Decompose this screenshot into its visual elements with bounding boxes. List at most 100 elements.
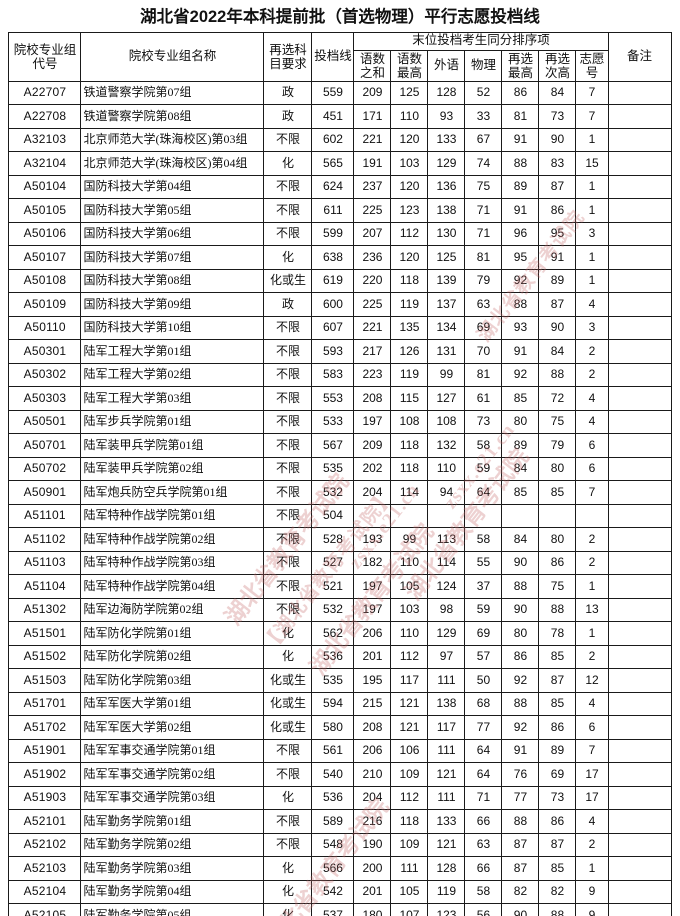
cell-code: A32104 — [8, 151, 82, 176]
cell-code: A50901 — [8, 480, 82, 505]
cell-note — [607, 409, 672, 434]
cell-foreign: 121 — [427, 832, 466, 857]
table-row: A50702 陆军装甲兵学院第02组 不限 535 202 118 110 59 84 80 6 — [8, 456, 672, 481]
cell-note — [607, 245, 672, 270]
cell-name: 陆军勤务学院第04组 — [80, 879, 265, 904]
cell-foreign: 97 — [427, 644, 466, 669]
cell-name: 陆军边海防学院第02组 — [80, 597, 265, 622]
cell-max: 115 — [390, 386, 429, 411]
table-body: A22707 铁道警察学院第07组政 559 209 125 128 52 86 84 7 A227… — [8, 80, 672, 916]
cell-physics: 74 — [464, 151, 503, 176]
cell-max: 123 — [390, 198, 429, 223]
table-row: A51104 陆军特种作战学院第04组 不限 521 197 105 124 37 88 75 1 — [8, 574, 672, 599]
table-row: A50501 陆军步兵学院第01组 不限 533 197 108 108 73 80 75 4 — [8, 409, 672, 434]
cell-name: 陆军特种作战学院第01组 — [80, 503, 265, 528]
cell-reselect-max: 90 — [501, 903, 540, 916]
cell-reselect-max: 76 — [501, 762, 540, 787]
cell-name: 陆军勤务学院第03组 — [80, 856, 265, 881]
cell-note — [607, 386, 672, 411]
cell-note — [607, 738, 672, 763]
table-header-row-2: 语数 之和 语数 最高 外语 物理 再选 最高 再选 次高 志愿 — [9, 49, 671, 82]
cell-sum: 215 — [353, 691, 392, 716]
cell-note — [607, 668, 672, 693]
cell-admission-line: 536 — [311, 644, 355, 669]
table-row: A50301 陆军工程大学第01组 不限 593 217 126 131 70 91 84 2 — [8, 339, 672, 364]
table-row: A22708 铁道警察学院第08组政 451 171 110 93 33 81 73 7 — [8, 104, 672, 129]
col-header-foreign: 外语 — [427, 49, 466, 82]
cell-foreign: 125 — [427, 245, 466, 270]
cell-admission-line: 532 — [311, 480, 355, 505]
cell-reselect-second: 82 — [538, 879, 577, 904]
cell-max: 106 — [390, 738, 429, 763]
cell-subject-requirement: 不限 — [263, 832, 313, 857]
cell-subject-requirement: 政 — [263, 104, 313, 129]
cell-physics: 58 — [464, 433, 503, 458]
cell-foreign: 119 — [427, 879, 466, 904]
cell-reselect-second: 84 — [538, 339, 577, 364]
cell-physics: 66 — [464, 809, 503, 834]
cell-code: A50303 — [8, 386, 82, 411]
cell-wish-number: 1 — [575, 127, 609, 152]
cell-code: A50109 — [8, 292, 82, 317]
cell-foreign — [427, 503, 466, 528]
cell-wish-number: 7 — [575, 480, 609, 505]
table-row: A52103 陆军勤务学院第03组化 566 200 111 128 66 87 85 1 — [8, 856, 672, 881]
cell-foreign: 111 — [427, 668, 466, 693]
cell-physics: 71 — [464, 785, 503, 810]
cell-foreign: 108 — [427, 409, 466, 434]
cell-reselect-max: 86 — [501, 644, 540, 669]
cell-subject-requirement: 不限 — [263, 480, 313, 505]
cell-admission-line: 589 — [311, 809, 355, 834]
cell-note — [607, 832, 672, 857]
cell-wish-number: 7 — [575, 80, 609, 105]
cell-reselect-second: 78 — [538, 621, 577, 646]
cell-subject-requirement: 化 — [263, 621, 313, 646]
cell-reselect-second — [538, 503, 577, 528]
col-header-reselect-max-line2: 最高 — [507, 65, 533, 80]
cell-sum: 206 — [353, 738, 392, 763]
cell-sum: 221 — [353, 315, 392, 340]
col-header-max-line2: 最高 — [396, 65, 422, 80]
cell-physics: 64 — [464, 480, 503, 505]
table-row: A32103 北京师范大学(珠海校区)第03组 不限 602 221 120 133 67 91… — [8, 127, 672, 152]
cell-physics: 71 — [464, 198, 503, 223]
cell-reselect-second: 90 — [538, 127, 577, 152]
table-row: A51103 陆军特种作战学院第03组 不限 527 182 110 114 55 90 86 2 — [8, 550, 672, 575]
cell-name: 陆军特种作战学院第03组 — [80, 550, 265, 575]
cell-reselect-max: 81 — [501, 104, 540, 129]
cell-name: 北京师范大学(珠海校区)第04组 — [80, 151, 265, 176]
cell-admission-line: 638 — [311, 245, 355, 270]
cell-admission-line: 607 — [311, 315, 355, 340]
cell-subject-requirement: 不限 — [263, 127, 313, 152]
cell-sum: 197 — [353, 597, 392, 622]
cell-admission-line: 562 — [311, 621, 355, 646]
cell-code: A50110 — [8, 315, 82, 340]
cell-admission-line: 561 — [311, 738, 355, 763]
cell-subject-requirement: 不限 — [263, 198, 313, 223]
cell-physics: 73 — [464, 409, 503, 434]
cell-code: A51101 — [8, 503, 82, 528]
cell-note — [607, 433, 672, 458]
cell-admission-line: 504 — [311, 503, 355, 528]
cell-wish-number — [575, 503, 609, 528]
cell-foreign: 123 — [427, 903, 466, 916]
cell-admission-line: 521 — [311, 574, 355, 599]
cell-physics: 55 — [464, 550, 503, 575]
cell-reselect-second: 86 — [538, 198, 577, 223]
cell-sum: 204 — [353, 785, 392, 810]
cell-admission-line: 528 — [311, 527, 355, 552]
cell-subject-requirement: 政 — [263, 80, 313, 105]
cell-wish-number: 1 — [575, 245, 609, 270]
cell-foreign: 131 — [427, 339, 466, 364]
cell-wish-number: 1 — [575, 574, 609, 599]
cell-sum: 204 — [353, 480, 392, 505]
cell-name: 陆军炮兵防空兵学院第01组 — [80, 480, 265, 505]
cell-subject-requirement: 不限 — [263, 574, 313, 599]
cell-sum: 220 — [353, 268, 392, 293]
cell-subject-requirement: 不限 — [263, 809, 313, 834]
cell-subject-requirement: 不限 — [263, 550, 313, 575]
cell-foreign: 124 — [427, 574, 466, 599]
cell-subject-requirement: 化 — [263, 151, 313, 176]
cell-name: 国防科技大学第06组 — [80, 221, 265, 246]
cell-max: 121 — [390, 691, 429, 716]
